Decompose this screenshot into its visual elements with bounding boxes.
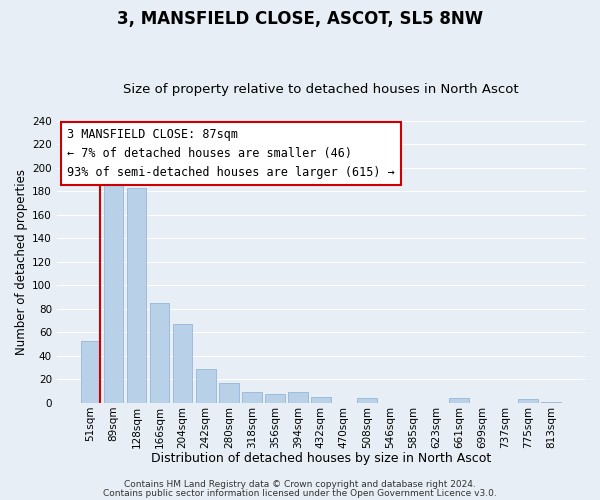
Bar: [104, 178, 124, 403]
Text: Contains public sector information licensed under the Open Government Licence v3: Contains public sector information licen…: [103, 488, 497, 498]
Bar: [357, 398, 377, 403]
Bar: [219, 383, 239, 403]
Bar: [173, 324, 193, 403]
Y-axis label: Number of detached properties: Number of detached properties: [15, 169, 28, 355]
Text: Contains HM Land Registry data © Crown copyright and database right 2024.: Contains HM Land Registry data © Crown c…: [124, 480, 476, 489]
Text: 3, MANSFIELD CLOSE, ASCOT, SL5 8NW: 3, MANSFIELD CLOSE, ASCOT, SL5 8NW: [117, 10, 483, 28]
Bar: [311, 397, 331, 403]
Bar: [288, 392, 308, 403]
X-axis label: Distribution of detached houses by size in North Ascot: Distribution of detached houses by size …: [151, 452, 491, 465]
Bar: [518, 400, 538, 403]
Text: 3 MANSFIELD CLOSE: 87sqm
← 7% of detached houses are smaller (46)
93% of semi-de: 3 MANSFIELD CLOSE: 87sqm ← 7% of detache…: [67, 128, 395, 179]
Title: Size of property relative to detached houses in North Ascot: Size of property relative to detached ho…: [123, 83, 519, 96]
Bar: [242, 392, 262, 403]
Bar: [127, 188, 146, 403]
Bar: [541, 402, 561, 403]
Bar: [81, 340, 100, 403]
Bar: [196, 369, 215, 403]
Bar: [265, 394, 284, 403]
Bar: [150, 303, 169, 403]
Bar: [449, 398, 469, 403]
